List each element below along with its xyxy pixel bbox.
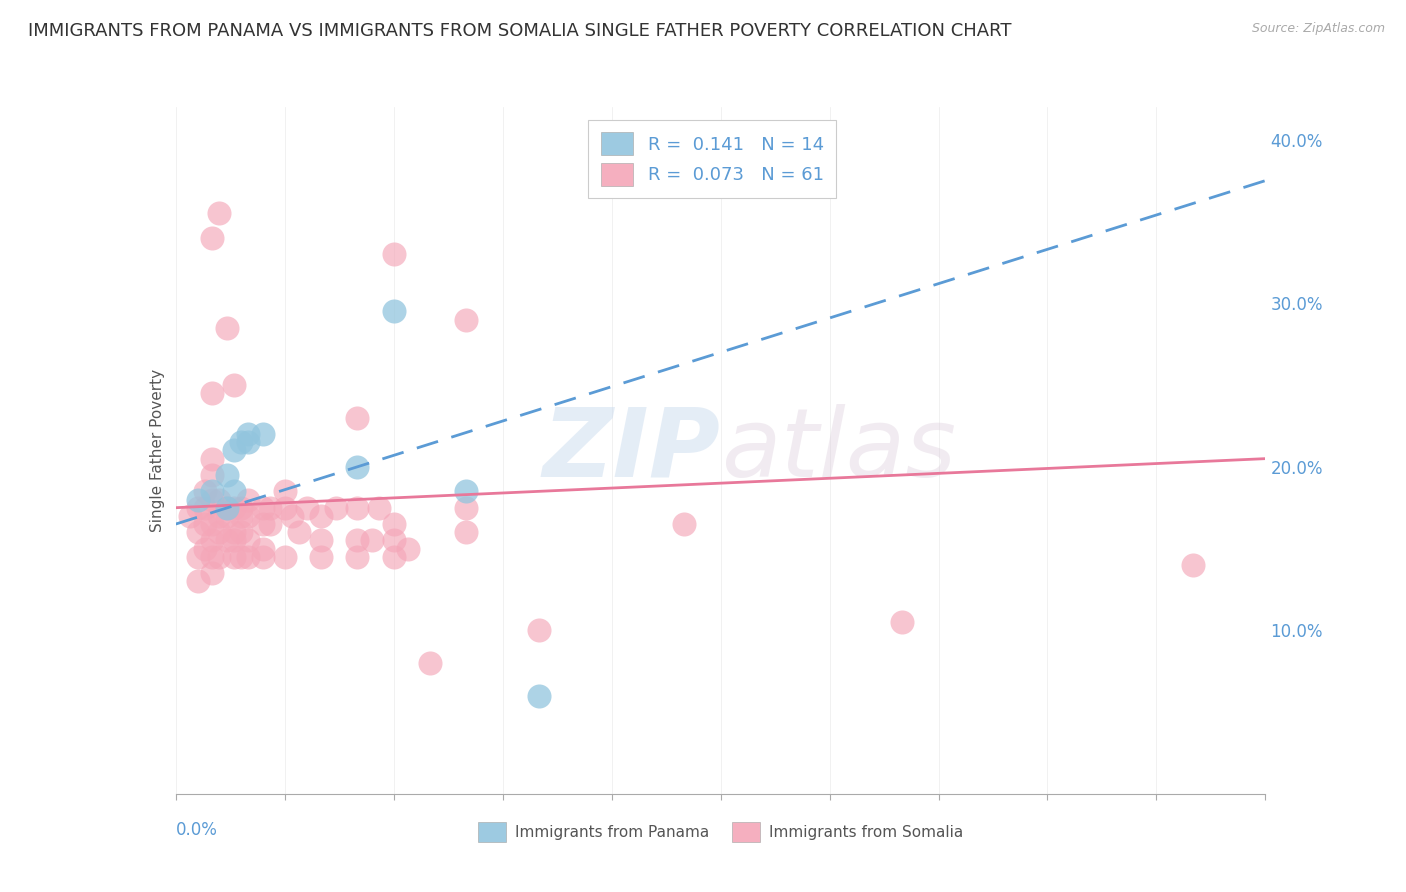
Point bbox=[238, 435, 260, 450]
Point bbox=[238, 508, 260, 523]
Point bbox=[527, 624, 550, 638]
Point bbox=[201, 549, 224, 564]
Point bbox=[309, 508, 332, 523]
Point bbox=[382, 247, 405, 261]
Point bbox=[360, 533, 382, 548]
Point bbox=[238, 427, 260, 442]
Y-axis label: Single Father Poverty: Single Father Poverty bbox=[149, 369, 165, 532]
Point bbox=[346, 410, 368, 425]
Text: ZIP: ZIP bbox=[543, 404, 721, 497]
Point bbox=[215, 508, 238, 523]
Point bbox=[231, 549, 253, 564]
Legend: Immigrants from Panama, Immigrants from Somalia: Immigrants from Panama, Immigrants from … bbox=[472, 816, 969, 848]
Point bbox=[222, 525, 245, 540]
Point bbox=[382, 304, 405, 318]
Point bbox=[891, 615, 914, 630]
Point bbox=[325, 500, 347, 515]
Point bbox=[346, 459, 368, 474]
Point bbox=[201, 386, 224, 401]
Point bbox=[456, 525, 478, 540]
Point bbox=[346, 500, 368, 515]
Point bbox=[215, 533, 238, 548]
Point bbox=[274, 549, 297, 564]
Point bbox=[252, 427, 274, 442]
Point bbox=[274, 484, 297, 499]
Point bbox=[288, 525, 311, 540]
Point bbox=[673, 516, 696, 531]
Text: 0.0%: 0.0% bbox=[176, 822, 218, 839]
Point bbox=[208, 206, 231, 220]
Text: IMMIGRANTS FROM PANAMA VS IMMIGRANTS FROM SOMALIA SINGLE FATHER POVERTY CORRELAT: IMMIGRANTS FROM PANAMA VS IMMIGRANTS FRO… bbox=[28, 22, 1012, 40]
Point bbox=[527, 689, 550, 703]
Point bbox=[201, 484, 224, 499]
Point bbox=[201, 492, 224, 507]
Point bbox=[208, 508, 231, 523]
Point bbox=[456, 500, 478, 515]
Point bbox=[201, 566, 224, 580]
Point bbox=[231, 525, 253, 540]
Point bbox=[215, 467, 238, 482]
Point bbox=[186, 549, 209, 564]
Point bbox=[346, 549, 368, 564]
Point bbox=[419, 656, 441, 670]
Point bbox=[231, 500, 253, 515]
Text: Source: ZipAtlas.com: Source: ZipAtlas.com bbox=[1251, 22, 1385, 36]
Point bbox=[1181, 558, 1204, 572]
Point bbox=[186, 500, 209, 515]
Point bbox=[252, 516, 274, 531]
Point bbox=[215, 500, 238, 515]
Point bbox=[309, 533, 332, 548]
Point bbox=[309, 549, 332, 564]
Point bbox=[231, 508, 253, 523]
Point bbox=[231, 435, 253, 450]
Point bbox=[201, 231, 224, 245]
Point bbox=[382, 516, 405, 531]
Point bbox=[201, 451, 224, 466]
Point bbox=[194, 484, 217, 499]
Point bbox=[186, 525, 209, 540]
Text: atlas: atlas bbox=[721, 404, 956, 497]
Point bbox=[252, 541, 274, 556]
Point bbox=[222, 500, 245, 515]
Point bbox=[215, 321, 238, 335]
Point bbox=[222, 378, 245, 392]
Point bbox=[194, 516, 217, 531]
Point bbox=[295, 500, 318, 515]
Point bbox=[252, 500, 274, 515]
Point bbox=[238, 549, 260, 564]
Point bbox=[179, 508, 201, 523]
Point bbox=[382, 549, 405, 564]
Point bbox=[456, 312, 478, 326]
Point bbox=[252, 549, 274, 564]
Point bbox=[222, 533, 245, 548]
Point bbox=[194, 541, 217, 556]
Point bbox=[281, 508, 304, 523]
Point bbox=[259, 516, 281, 531]
Point bbox=[186, 574, 209, 589]
Point bbox=[194, 500, 217, 515]
Point bbox=[238, 533, 260, 548]
Point bbox=[208, 549, 231, 564]
Point bbox=[215, 500, 238, 515]
Point bbox=[208, 525, 231, 540]
Point bbox=[222, 549, 245, 564]
Point bbox=[208, 492, 231, 507]
Point bbox=[201, 533, 224, 548]
Point bbox=[346, 533, 368, 548]
Point bbox=[396, 541, 419, 556]
Point bbox=[238, 492, 260, 507]
Point bbox=[274, 500, 297, 515]
Point bbox=[382, 533, 405, 548]
Point bbox=[222, 484, 245, 499]
Point bbox=[456, 484, 478, 499]
Point bbox=[186, 492, 209, 507]
Point bbox=[259, 500, 281, 515]
Point bbox=[201, 467, 224, 482]
Point bbox=[368, 500, 391, 515]
Point bbox=[222, 443, 245, 458]
Point bbox=[201, 516, 224, 531]
